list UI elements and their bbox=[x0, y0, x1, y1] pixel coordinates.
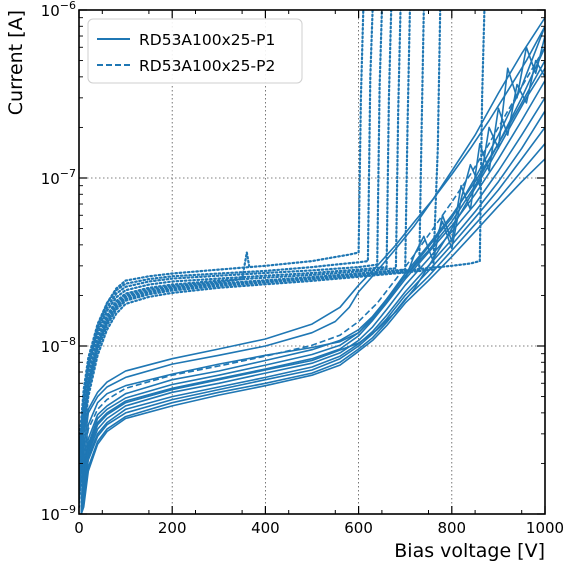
series-line-solid-5 bbox=[80, 126, 545, 514]
legend: RD53A100x25-P1 RD53A100x25-P2 bbox=[87, 18, 303, 84]
series-line-solid-7 bbox=[80, 158, 545, 514]
series-line-solid-0 bbox=[80, 46, 545, 514]
series-line-solid-1 bbox=[80, 60, 545, 514]
series-line-solid-10 bbox=[80, 25, 545, 514]
x-tick-label: 600 bbox=[344, 519, 373, 537]
x-tick-label: 0 bbox=[74, 519, 84, 537]
series-line-solid-11 bbox=[80, 67, 545, 514]
series-line-dotted-22 bbox=[79, 10, 442, 509]
y-axis-label: Current [A] bbox=[5, 10, 27, 115]
legend-entry-p2: RD53A100x25-P2 bbox=[139, 57, 275, 75]
x-tick-label: 400 bbox=[251, 519, 280, 537]
axis-ticks bbox=[78, 9, 546, 515]
x-tick-labels: 0 200 400 600 800 1000 bbox=[74, 519, 564, 537]
series-line-solid-13 bbox=[432, 35, 545, 250]
y-tick-label: 10−9 bbox=[41, 503, 76, 524]
series-line-solid-6 bbox=[80, 143, 545, 514]
x-tick-label: 200 bbox=[158, 519, 187, 537]
data-series bbox=[79, 10, 545, 514]
plot-frame bbox=[78, 9, 546, 515]
series-line-dotted-17 bbox=[79, 10, 383, 458]
series-line-solid-2 bbox=[80, 80, 545, 514]
series-line-dashed-14 bbox=[80, 46, 545, 514]
legend-entry-p1: RD53A100x25-P1 bbox=[139, 31, 275, 49]
x-tick-label: 800 bbox=[437, 519, 466, 537]
y-tick-label: 10−8 bbox=[41, 335, 76, 356]
series-line-solid-3 bbox=[80, 97, 545, 514]
y-tick-label: 10−7 bbox=[41, 167, 76, 188]
series-line-dotted-18 bbox=[79, 10, 393, 473]
series-line-solid-9 bbox=[80, 17, 545, 514]
y-tick-label: 10−6 bbox=[41, 0, 76, 20]
legend-box bbox=[87, 18, 303, 84]
series-line-dotted-16 bbox=[79, 10, 374, 449]
x-tick-label: 1000 bbox=[526, 519, 564, 537]
series-line-dotted-21 bbox=[79, 10, 425, 502]
series-line-dotted-24 bbox=[79, 251, 251, 486]
series-line-solid-4 bbox=[80, 110, 545, 514]
x-axis-label: Bias voltage [V] bbox=[394, 540, 545, 562]
series-line-solid-8 bbox=[80, 26, 545, 514]
y-tick-labels: 10−9 10−8 10−7 10−6 bbox=[41, 0, 76, 524]
